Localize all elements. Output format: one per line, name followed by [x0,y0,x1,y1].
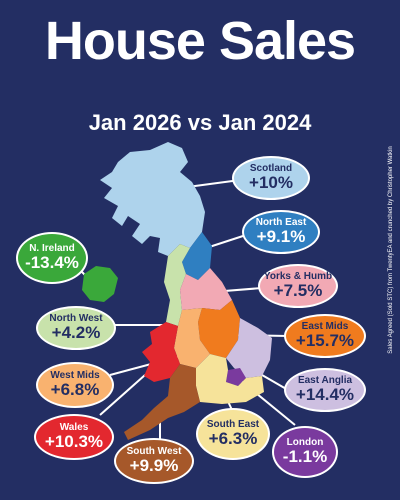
region-name: Scotland [249,163,293,175]
region-bubble-scotland: Scotland +10% [232,156,310,200]
region-name: West Mids [50,370,100,382]
page-subtitle: Jan 2026 vs Jan 2024 [88,110,312,135]
page-title: House Sales [44,11,356,71]
region-change: +6.3% [208,429,258,449]
region-bubble-n-ireland: N. Ireland -13.4% [16,232,88,284]
region-london [226,368,246,386]
region-east-mids [198,300,240,358]
region-name: South East [206,419,260,431]
region-east-anglia [226,318,272,378]
region-north-west [164,244,190,326]
region-name: London [286,437,324,449]
region-name: Wales [59,422,89,434]
region-change: -1.1% [282,447,328,467]
region-name: East Mids [301,321,349,333]
region-change: +9.1% [256,227,306,247]
region-bubble-west-mids: West Mids +6.8% [36,362,114,408]
region-change: +14.4% [295,385,355,405]
leader-east-anglia [261,374,289,391]
region-change: +7.5% [273,281,323,301]
region-wales [142,322,180,382]
region-name: Yorks & Humb [263,271,333,283]
region-bubble-wales: Wales +10.3% [34,414,114,460]
region-change: +10% [249,173,293,193]
region-scotland [100,142,205,256]
region-bubble-south-east: South East +6.3% [196,408,270,460]
region-n-ireland [82,266,118,302]
region-west-mids [174,308,210,368]
region-bubble-south-west: South West +9.9% [114,438,194,484]
region-name: North East [255,217,307,229]
region-bubble-north-east: North East +9.1% [242,210,320,254]
region-south-west [124,364,200,440]
region-south-east [196,354,264,404]
region-change: +4.2% [51,323,101,343]
region-change: +15.7% [295,331,355,351]
region-bubble-london: London -1.1% [272,426,338,478]
region-yorks-humb [180,268,232,310]
region-bubble-north-west: North West +4.2% [36,306,116,350]
region-bubble-east-anglia: East Anglia +14.4% [284,368,366,412]
region-north-east [182,232,212,280]
region-change: +10.3% [44,432,104,452]
region-change: -13.4% [25,253,79,273]
region-name: East Anglia [297,375,353,387]
region-change: +6.8% [50,380,100,400]
region-name: South West [126,446,182,458]
region-name: N. Ireland [29,243,75,255]
region-change: +9.9% [129,456,179,476]
region-name: North West [49,313,103,325]
region-bubble-yorks-humb: Yorks & Humb +7.5% [258,264,338,308]
region-bubble-east-mids: East Mids +15.7% [284,314,366,358]
source-credit: Sales Agreed (Sold STC) from TwentyEA an… [388,146,394,354]
leader-wales [99,374,146,416]
